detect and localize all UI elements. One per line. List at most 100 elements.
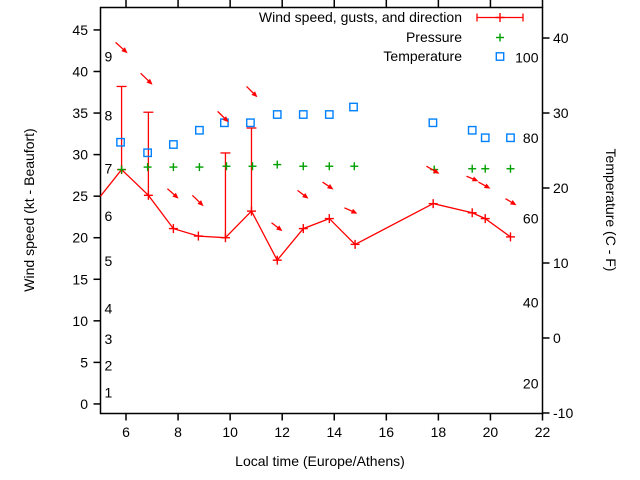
celsius-tick-label: 10 xyxy=(553,255,569,271)
pressure-point xyxy=(143,163,152,172)
pressure-point xyxy=(117,165,126,174)
legend-label-wind: Wind speed, gusts, and direction xyxy=(259,9,462,25)
wind-point-marker xyxy=(324,214,334,224)
wind-point-marker xyxy=(480,214,490,224)
temperature-point xyxy=(428,118,438,128)
y-axis-title-right: Temperature (C - F) xyxy=(603,149,619,272)
wind-direction-arrow xyxy=(322,181,334,190)
beaufort-label: 5 xyxy=(105,253,113,269)
pressure-point xyxy=(273,160,282,169)
temperature-point xyxy=(506,133,515,143)
fahrenheit-label: 100 xyxy=(515,50,539,66)
kt-tick-label: 35 xyxy=(72,105,88,121)
beaufort-label: 9 xyxy=(105,49,113,65)
wind-direction-arrow xyxy=(466,175,479,182)
beaufort-label: 3 xyxy=(105,331,113,347)
legend-pressure-marker xyxy=(496,33,504,42)
pressure-point xyxy=(481,164,490,173)
celsius-tick-label: 20 xyxy=(553,180,569,196)
arrow-head xyxy=(327,183,334,190)
wind-direction-arrow xyxy=(505,198,517,206)
x-tick-label: 16 xyxy=(379,424,395,440)
wind-point-marker xyxy=(246,206,256,216)
legend-label-temperature: Temperature xyxy=(383,48,462,64)
wind-direction-arrow xyxy=(140,72,153,85)
celsius-tick-label: 0 xyxy=(553,330,561,346)
wind-direction-arrow xyxy=(297,189,309,199)
kt-tick-label: 40 xyxy=(72,63,88,79)
arrow-head xyxy=(121,47,128,54)
legend-markers xyxy=(476,13,524,61)
beaufort-label: 1 xyxy=(105,384,113,400)
y-right-ticks xyxy=(542,37,550,414)
pressure-point xyxy=(248,162,257,171)
arrow-head xyxy=(251,91,258,98)
wind-point-marker xyxy=(272,255,282,265)
wind-point-marker xyxy=(143,190,153,200)
temperature-point xyxy=(168,140,178,149)
temperature-point xyxy=(298,110,308,119)
wind-direction-arrow xyxy=(246,85,258,98)
celsius-tick-label: 40 xyxy=(553,30,569,46)
arrow-head xyxy=(350,208,358,214)
fahrenheit-label: 40 xyxy=(523,295,539,311)
x-tick-label: 18 xyxy=(431,424,447,440)
pressure-point xyxy=(299,162,308,171)
temperature-point xyxy=(116,137,125,147)
fahrenheit-label: 80 xyxy=(523,130,539,146)
kt-tick-label: 10 xyxy=(72,313,88,329)
arrow-head xyxy=(471,176,479,182)
legend-label-pressure: Pressure xyxy=(406,29,462,45)
x-tick-label: 12 xyxy=(274,424,290,440)
temperature-point xyxy=(467,125,477,135)
arrow-head xyxy=(146,78,153,85)
y-left-ticks xyxy=(93,29,101,405)
beaufort-label: 6 xyxy=(105,208,113,224)
fahrenheit-label: 60 xyxy=(523,211,539,227)
x-tick-label: 22 xyxy=(535,424,551,440)
wind-point-marker xyxy=(350,239,360,249)
kt-tick-label: 30 xyxy=(72,147,88,163)
wind-direction-arrow xyxy=(166,188,179,199)
wind-direction-arrow xyxy=(344,207,358,214)
wind-point-marker xyxy=(298,224,308,234)
wind-speed-line xyxy=(99,168,511,262)
x-tick-label: 6 xyxy=(122,424,130,440)
wind-direction-arrow xyxy=(191,194,204,207)
pressure-point xyxy=(325,162,334,171)
kt-tick-label: 0 xyxy=(80,396,88,412)
legend-wind-sample-marker xyxy=(495,13,505,22)
beaufort-label: 2 xyxy=(105,358,113,374)
gust-error-bars xyxy=(116,85,257,238)
pressure-point xyxy=(195,163,204,172)
kt-tick-label: 45 xyxy=(72,22,88,38)
wind-point-marker xyxy=(193,231,203,241)
pressure-point xyxy=(468,164,477,173)
beaufort-label: 8 xyxy=(105,108,113,124)
y-axis-title-left: Wind speed (kt - Beaufort) xyxy=(21,128,37,291)
wind-direction-arrows xyxy=(115,41,517,232)
arrow-head xyxy=(483,183,491,189)
x-tick-label: 8 xyxy=(174,424,182,440)
x-tick-label: 14 xyxy=(326,424,342,440)
beaufort-label: 7 xyxy=(105,161,113,177)
celsius-tick-label: 30 xyxy=(553,105,569,121)
temperature-point xyxy=(246,118,255,128)
pressure-point xyxy=(169,163,178,172)
wind-direction-arrow xyxy=(426,165,440,174)
temperature-point xyxy=(349,102,358,112)
plot-border xyxy=(99,6,544,415)
wind-direction-arrow xyxy=(217,110,229,123)
arrow-head xyxy=(172,192,179,199)
wind-direction-arrow xyxy=(478,181,491,189)
x-axis-ticks xyxy=(125,0,544,421)
temperature-point xyxy=(480,133,490,143)
wind-point-marker xyxy=(467,208,477,218)
x-tick-label: 20 xyxy=(483,424,499,440)
arrow-head xyxy=(432,168,440,174)
arrow-head xyxy=(222,116,229,123)
fahrenheit-label: 20 xyxy=(523,376,539,392)
wind-point-marker xyxy=(428,199,438,209)
